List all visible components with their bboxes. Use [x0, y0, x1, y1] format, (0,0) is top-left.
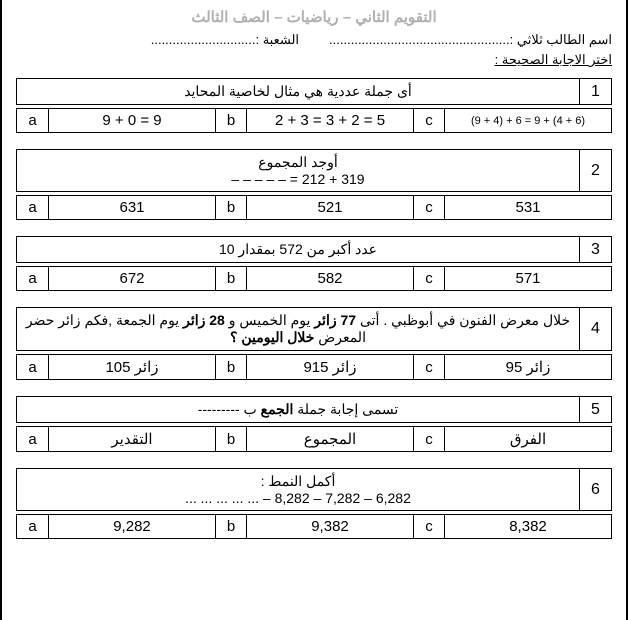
- answers-row: aالتقديرbالمجموعcالفرق: [16, 426, 612, 452]
- answer-letter-c[interactable]: c: [413, 196, 445, 219]
- answer-letter-a[interactable]: a: [17, 427, 49, 451]
- answer-value-c: (9 + 4) + 6 = 9 + (4 + 6): [445, 109, 611, 132]
- answer-value-a: التقدير: [49, 427, 215, 451]
- answers-row: a105 زائرb915 زائرc95 زائر: [16, 354, 612, 380]
- answer-letter-a[interactable]: a: [17, 355, 49, 379]
- answer-value-b: 521: [247, 196, 413, 219]
- answer-value-c: 531: [445, 196, 611, 219]
- answers-row: a9,282b9,382c8,382: [16, 514, 612, 539]
- question-text: عدد أكبر من 572 بمقدار 10: [17, 237, 579, 262]
- student-label: اسم الطالب ثلاثي :: [510, 32, 612, 47]
- question-block: 2أوجد المجموع319 + 212 = – – – – –a631b5…: [16, 149, 612, 220]
- question-text: تسمى إجابة جملة الجمع ب ---------: [17, 397, 579, 422]
- question-block: 5تسمى إجابة جملة الجمع ب --------- aالتقد…: [16, 396, 612, 452]
- answer-letter-c[interactable]: c: [413, 109, 445, 132]
- answer-letter-b[interactable]: b: [215, 267, 247, 290]
- answers-row: a631b521c531: [16, 195, 612, 220]
- student-info-line: اسم الطالب ثلاثي :......................…: [16, 32, 612, 48]
- question-number: 1: [579, 79, 611, 104]
- answers-row: a672b582c571: [16, 266, 612, 291]
- question-block: 6أكمل النمط :6,282 – 7,282 – 8,282 – ...…: [16, 468, 612, 539]
- answer-letter-a[interactable]: a: [17, 267, 49, 290]
- page-title: التقويم الثاني – رياضيات – الصف الثالث: [16, 8, 612, 26]
- question-header: 2أوجد المجموع319 + 212 = – – – – –: [16, 149, 612, 192]
- question-header: 5تسمى إجابة جملة الجمع ب ---------: [16, 396, 612, 423]
- question-block: 4خلال معرض الفنون في أبوظبي . أتى 77 زائ…: [16, 307, 612, 380]
- answer-letter-c[interactable]: c: [413, 515, 445, 538]
- answer-letter-a[interactable]: a: [17, 109, 49, 132]
- answer-value-b: 915 زائر: [247, 355, 413, 379]
- answer-value-a: 105 زائر: [49, 355, 215, 379]
- answer-value-a: 672: [49, 267, 215, 290]
- question-header: 3عدد أكبر من 572 بمقدار 10: [16, 236, 612, 263]
- answer-letter-b[interactable]: b: [215, 196, 247, 219]
- question-header: 4خلال معرض الفنون في أبوظبي . أتى 77 زائ…: [16, 307, 612, 351]
- question-block: 1أى جملة عددية هي مثال لخاصية المحايد a9 …: [16, 78, 612, 133]
- answer-letter-a[interactable]: a: [17, 196, 49, 219]
- answer-value-b: المجموع: [247, 427, 413, 451]
- section-dots: .............................: [151, 32, 256, 47]
- question-number: 2: [579, 150, 611, 191]
- answer-value-c: 95 زائر: [445, 355, 611, 379]
- question-header: 1أى جملة عددية هي مثال لخاصية المحايد: [16, 78, 612, 105]
- question-text: أكمل النمط :6,282 – 7,282 – 8,282 – ... …: [17, 469, 579, 510]
- answer-value-b: 2 + 3 = 3 + 2 = 5: [247, 109, 413, 132]
- answer-value-a: 9 + 0 = 9: [49, 109, 215, 132]
- answer-value-c: 8,382: [445, 515, 611, 538]
- answer-value-a: 9,282: [49, 515, 215, 538]
- answer-value-b: 9,382: [247, 515, 413, 538]
- student-dots: ........................................…: [329, 32, 510, 47]
- answer-letter-c[interactable]: c: [413, 267, 445, 290]
- question-text: أوجد المجموع319 + 212 = – – – – –: [17, 150, 579, 191]
- answers-row: a9 + 0 = 9b2 + 3 = 3 + 2 = 5c(9 + 4) + 6…: [16, 108, 612, 133]
- question-block: 3عدد أكبر من 572 بمقدار 10 a672b582c571: [16, 236, 612, 291]
- answer-letter-c[interactable]: c: [413, 355, 445, 379]
- answer-letter-a[interactable]: a: [17, 515, 49, 538]
- question-text: خلال معرض الفنون في أبوظبي . أتى 77 زائر…: [17, 308, 579, 350]
- answer-letter-b[interactable]: b: [215, 109, 247, 132]
- answer-value-c: الفرق: [445, 427, 611, 451]
- instruction-text: اختر الاجابة الصحيحة :: [16, 52, 612, 68]
- question-number: 3: [579, 237, 611, 262]
- question-number: 6: [579, 469, 611, 510]
- question-header: 6أكمل النمط :6,282 – 7,282 – 8,282 – ...…: [16, 468, 612, 511]
- answer-letter-b[interactable]: b: [215, 427, 247, 451]
- answer-value-b: 582: [247, 267, 413, 290]
- answer-value-a: 631: [49, 196, 215, 219]
- section-label: الشعبة :: [255, 32, 299, 47]
- question-number: 5: [579, 397, 611, 422]
- question-number: 4: [579, 308, 611, 350]
- answer-value-c: 571: [445, 267, 611, 290]
- answer-letter-c[interactable]: c: [413, 427, 445, 451]
- answer-letter-b[interactable]: b: [215, 355, 247, 379]
- question-text: أى جملة عددية هي مثال لخاصية المحايد: [17, 79, 579, 104]
- answer-letter-b[interactable]: b: [215, 515, 247, 538]
